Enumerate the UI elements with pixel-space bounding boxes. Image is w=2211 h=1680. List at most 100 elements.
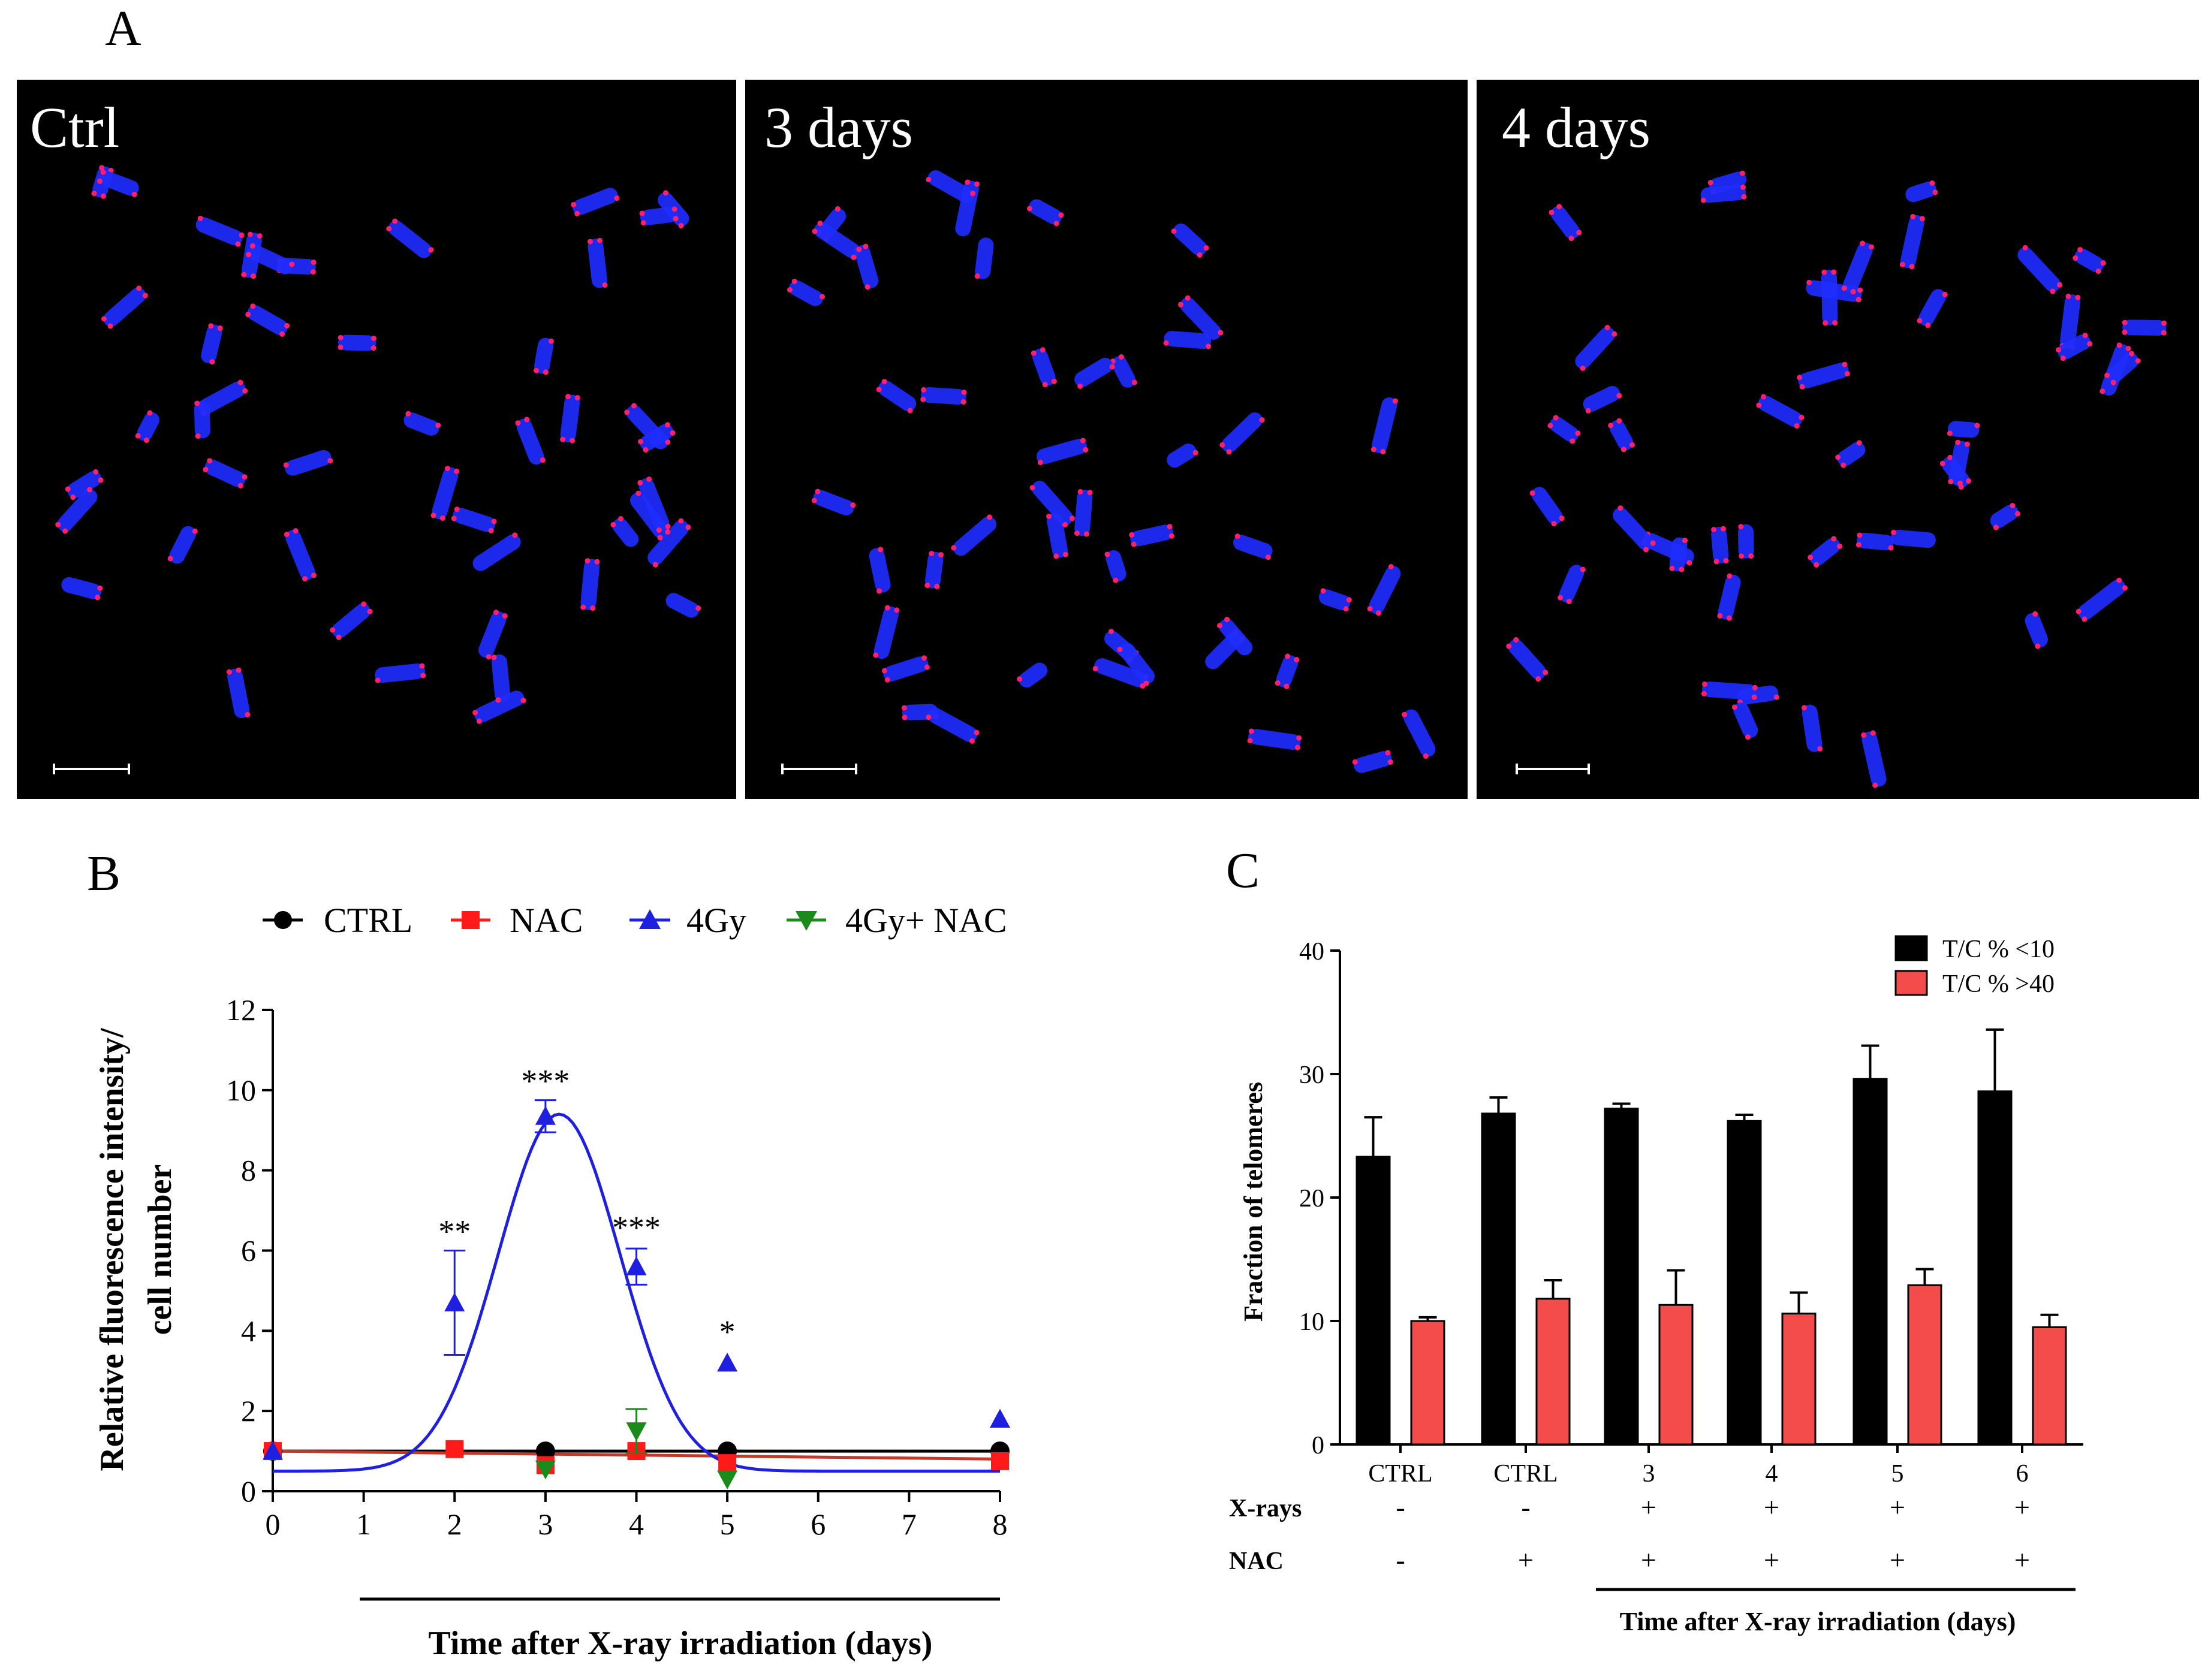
chromosome: [97, 169, 139, 197]
telomere-dot: [1053, 221, 1059, 227]
telomere-dot: [1131, 379, 1137, 385]
chromosome: [1104, 550, 1126, 583]
y-tick-label: 30: [1299, 1061, 1324, 1089]
telomere-dot: [920, 396, 926, 402]
telomere-dot: [1580, 366, 1586, 372]
telomere-dot: [921, 655, 927, 661]
chromosome: [1905, 180, 1938, 203]
telomere-dot: [1051, 378, 1057, 384]
telomere-dot: [969, 738, 975, 744]
legend-item-4gy: 4Gy: [629, 901, 746, 940]
chromosome: [226, 667, 251, 719]
x-tick-label: 0: [266, 1507, 281, 1541]
y-axis-label: Fraction of telomeres: [1239, 1082, 1268, 1322]
chromosome: [1506, 637, 1549, 682]
telomere-dot: [1392, 398, 1398, 404]
red-swatch-icon: [1894, 970, 1928, 996]
telomere-dot: [565, 394, 571, 400]
chromosome: [811, 488, 856, 515]
chromosome: [920, 387, 967, 405]
telomere-dot: [1891, 529, 1897, 535]
telomere-dot: [338, 334, 344, 340]
telomere-dot: [1669, 565, 1675, 571]
telomere-dot: [2099, 388, 2105, 394]
telomere-dot: [1040, 347, 1046, 353]
telomere-dot: [673, 216, 679, 222]
telomere-dot: [1974, 423, 1980, 429]
telomere-dot: [1702, 681, 1708, 687]
telomere-dot: [574, 395, 580, 401]
telomere-dot: [1265, 554, 1271, 560]
telomere-dot: [1857, 532, 1863, 538]
significance-label: *: [719, 1314, 736, 1350]
chromosome: [1808, 536, 1843, 568]
telomere-dot: [1031, 350, 1037, 356]
telomere-dot: [1234, 533, 1240, 539]
telomere-dot: [93, 469, 99, 475]
bar-bar-low: [1852, 1078, 1888, 1446]
telomere-dot: [665, 439, 671, 445]
micrograph-label: Ctrl: [30, 95, 119, 159]
chromosome-spread: [787, 170, 1436, 773]
telomere-dot: [671, 206, 677, 212]
telomere-dot: [502, 613, 508, 619]
data-point-nac: [445, 1440, 464, 1458]
chromosome: [639, 206, 679, 226]
telomere-dot: [2122, 329, 2128, 335]
telomere-dot: [284, 532, 290, 538]
telomere-dot: [451, 515, 457, 521]
chart-c: 0 10 20 30 40 CTRL CTRL 3 4 5 6 X-rays - - + + + + NAC - + + +…: [1229, 938, 2083, 1575]
chromosome: [1171, 223, 1209, 258]
chromosome: [1219, 412, 1265, 455]
telomere-dot: [1140, 683, 1146, 689]
telomere-dot: [878, 547, 884, 553]
telomere-dot: [1700, 197, 1706, 203]
y-tick-label: 40: [1299, 938, 1324, 966]
micrograph-label: 3 days: [764, 95, 913, 159]
telomere-dot: [637, 479, 643, 485]
telomere-dot: [386, 226, 392, 232]
telomere-dot: [249, 243, 255, 249]
chromosome: [1756, 394, 1805, 429]
telomere-dot: [245, 312, 251, 318]
telomere-dot: [1726, 615, 1732, 621]
black-swatch-icon: [1894, 935, 1928, 961]
telomere-dot: [1109, 364, 1115, 370]
telomere-dot: [136, 285, 142, 291]
chromosome: [812, 221, 862, 260]
chromosome: [1167, 444, 1198, 468]
chromosome: [1029, 481, 1076, 527]
chromosome: [491, 654, 511, 703]
chromosome: [283, 450, 333, 476]
telomere-dot: [1947, 430, 1953, 436]
telomere-dot: [2065, 294, 2071, 300]
telomere-dot: [107, 323, 113, 329]
telomere-dot: [237, 482, 243, 488]
telomere-dot: [310, 269, 316, 275]
telomere-dot: [2076, 608, 2082, 614]
chromosome: [65, 469, 104, 500]
telomere-dot: [618, 516, 624, 522]
telomere-dot: [1942, 291, 1948, 297]
telomere-dot: [1566, 599, 1572, 605]
telomere-dot: [370, 336, 376, 342]
telomere-dot: [1171, 228, 1177, 234]
telomere-dot: [419, 663, 425, 669]
telomere-dot: [543, 369, 549, 375]
telomere-dot: [1870, 730, 1876, 736]
telomere-dot: [1713, 559, 1719, 565]
chromosome: [2025, 611, 2048, 649]
bar-bar-high: [1410, 1320, 1445, 1446]
telomere-dot: [974, 181, 980, 187]
telomere-dot: [1143, 680, 1149, 686]
telomere-dot: [639, 210, 645, 216]
telomere-dot: [97, 178, 103, 184]
chromosome: [1370, 397, 1398, 455]
row-value: +: [1641, 1545, 1656, 1575]
telomere-dot: [247, 231, 253, 237]
chromosome: [1797, 361, 1850, 390]
telomere-dot: [493, 610, 499, 616]
telomere-dot: [241, 272, 247, 278]
telomere-dot: [420, 672, 426, 678]
telomere-dot: [279, 331, 285, 337]
